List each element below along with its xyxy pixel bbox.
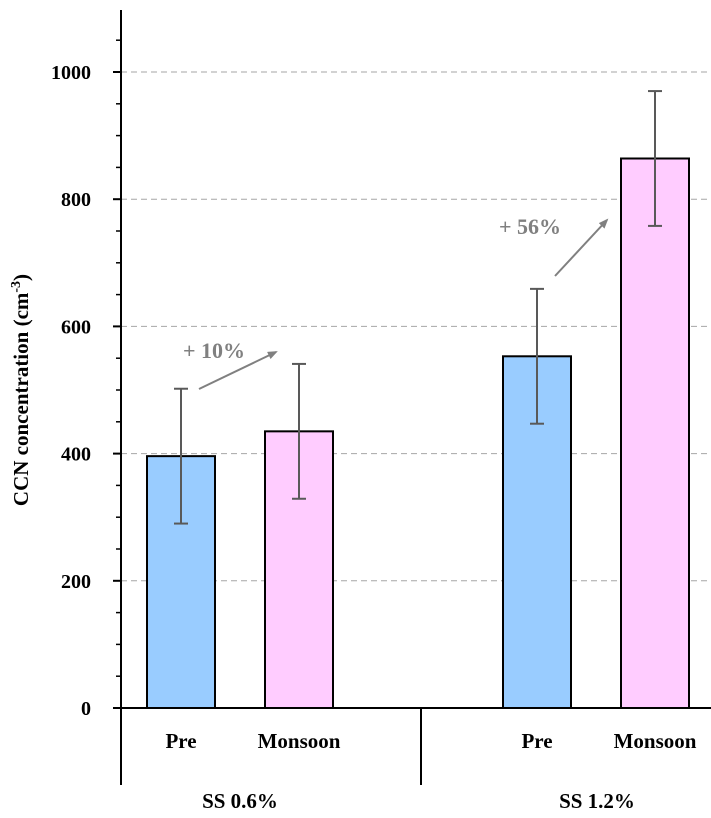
axes	[113, 10, 711, 785]
gridlines	[121, 71, 711, 582]
increase-annotation: + 10%	[183, 338, 245, 363]
y-axis-label: CCN concentration (cm-3)	[9, 274, 33, 506]
increase-arrow	[554, 218, 609, 277]
y-tick-label: 1000	[51, 62, 91, 84]
bar-ss12-monsoon	[620, 157, 690, 710]
y-tick-label: 0	[81, 698, 91, 720]
increase-arrow	[198, 351, 278, 390]
category-label: Pre	[521, 729, 552, 753]
group-label: SS 1.2%	[559, 789, 635, 813]
y-tick-label: 400	[61, 444, 91, 466]
y-axis-label-close: )	[9, 274, 33, 281]
y-tick-label: 200	[61, 571, 91, 593]
category-label: Monsoon	[614, 729, 697, 753]
group-label: SS 0.6%	[202, 789, 278, 813]
category-label: Monsoon	[258, 729, 341, 753]
y-tick-label: 600	[61, 316, 91, 338]
labels: Pre Monsoon SS 0.6% + 10% Pre Monsoon SS 1.2% +…	[51, 62, 697, 813]
y-axis-label-superscript: -3	[9, 281, 24, 293]
increase-annotation: + 56%	[499, 214, 561, 239]
bars	[146, 90, 690, 710]
category-label: Pre	[165, 729, 196, 753]
y-tick-label: 800	[61, 189, 91, 211]
